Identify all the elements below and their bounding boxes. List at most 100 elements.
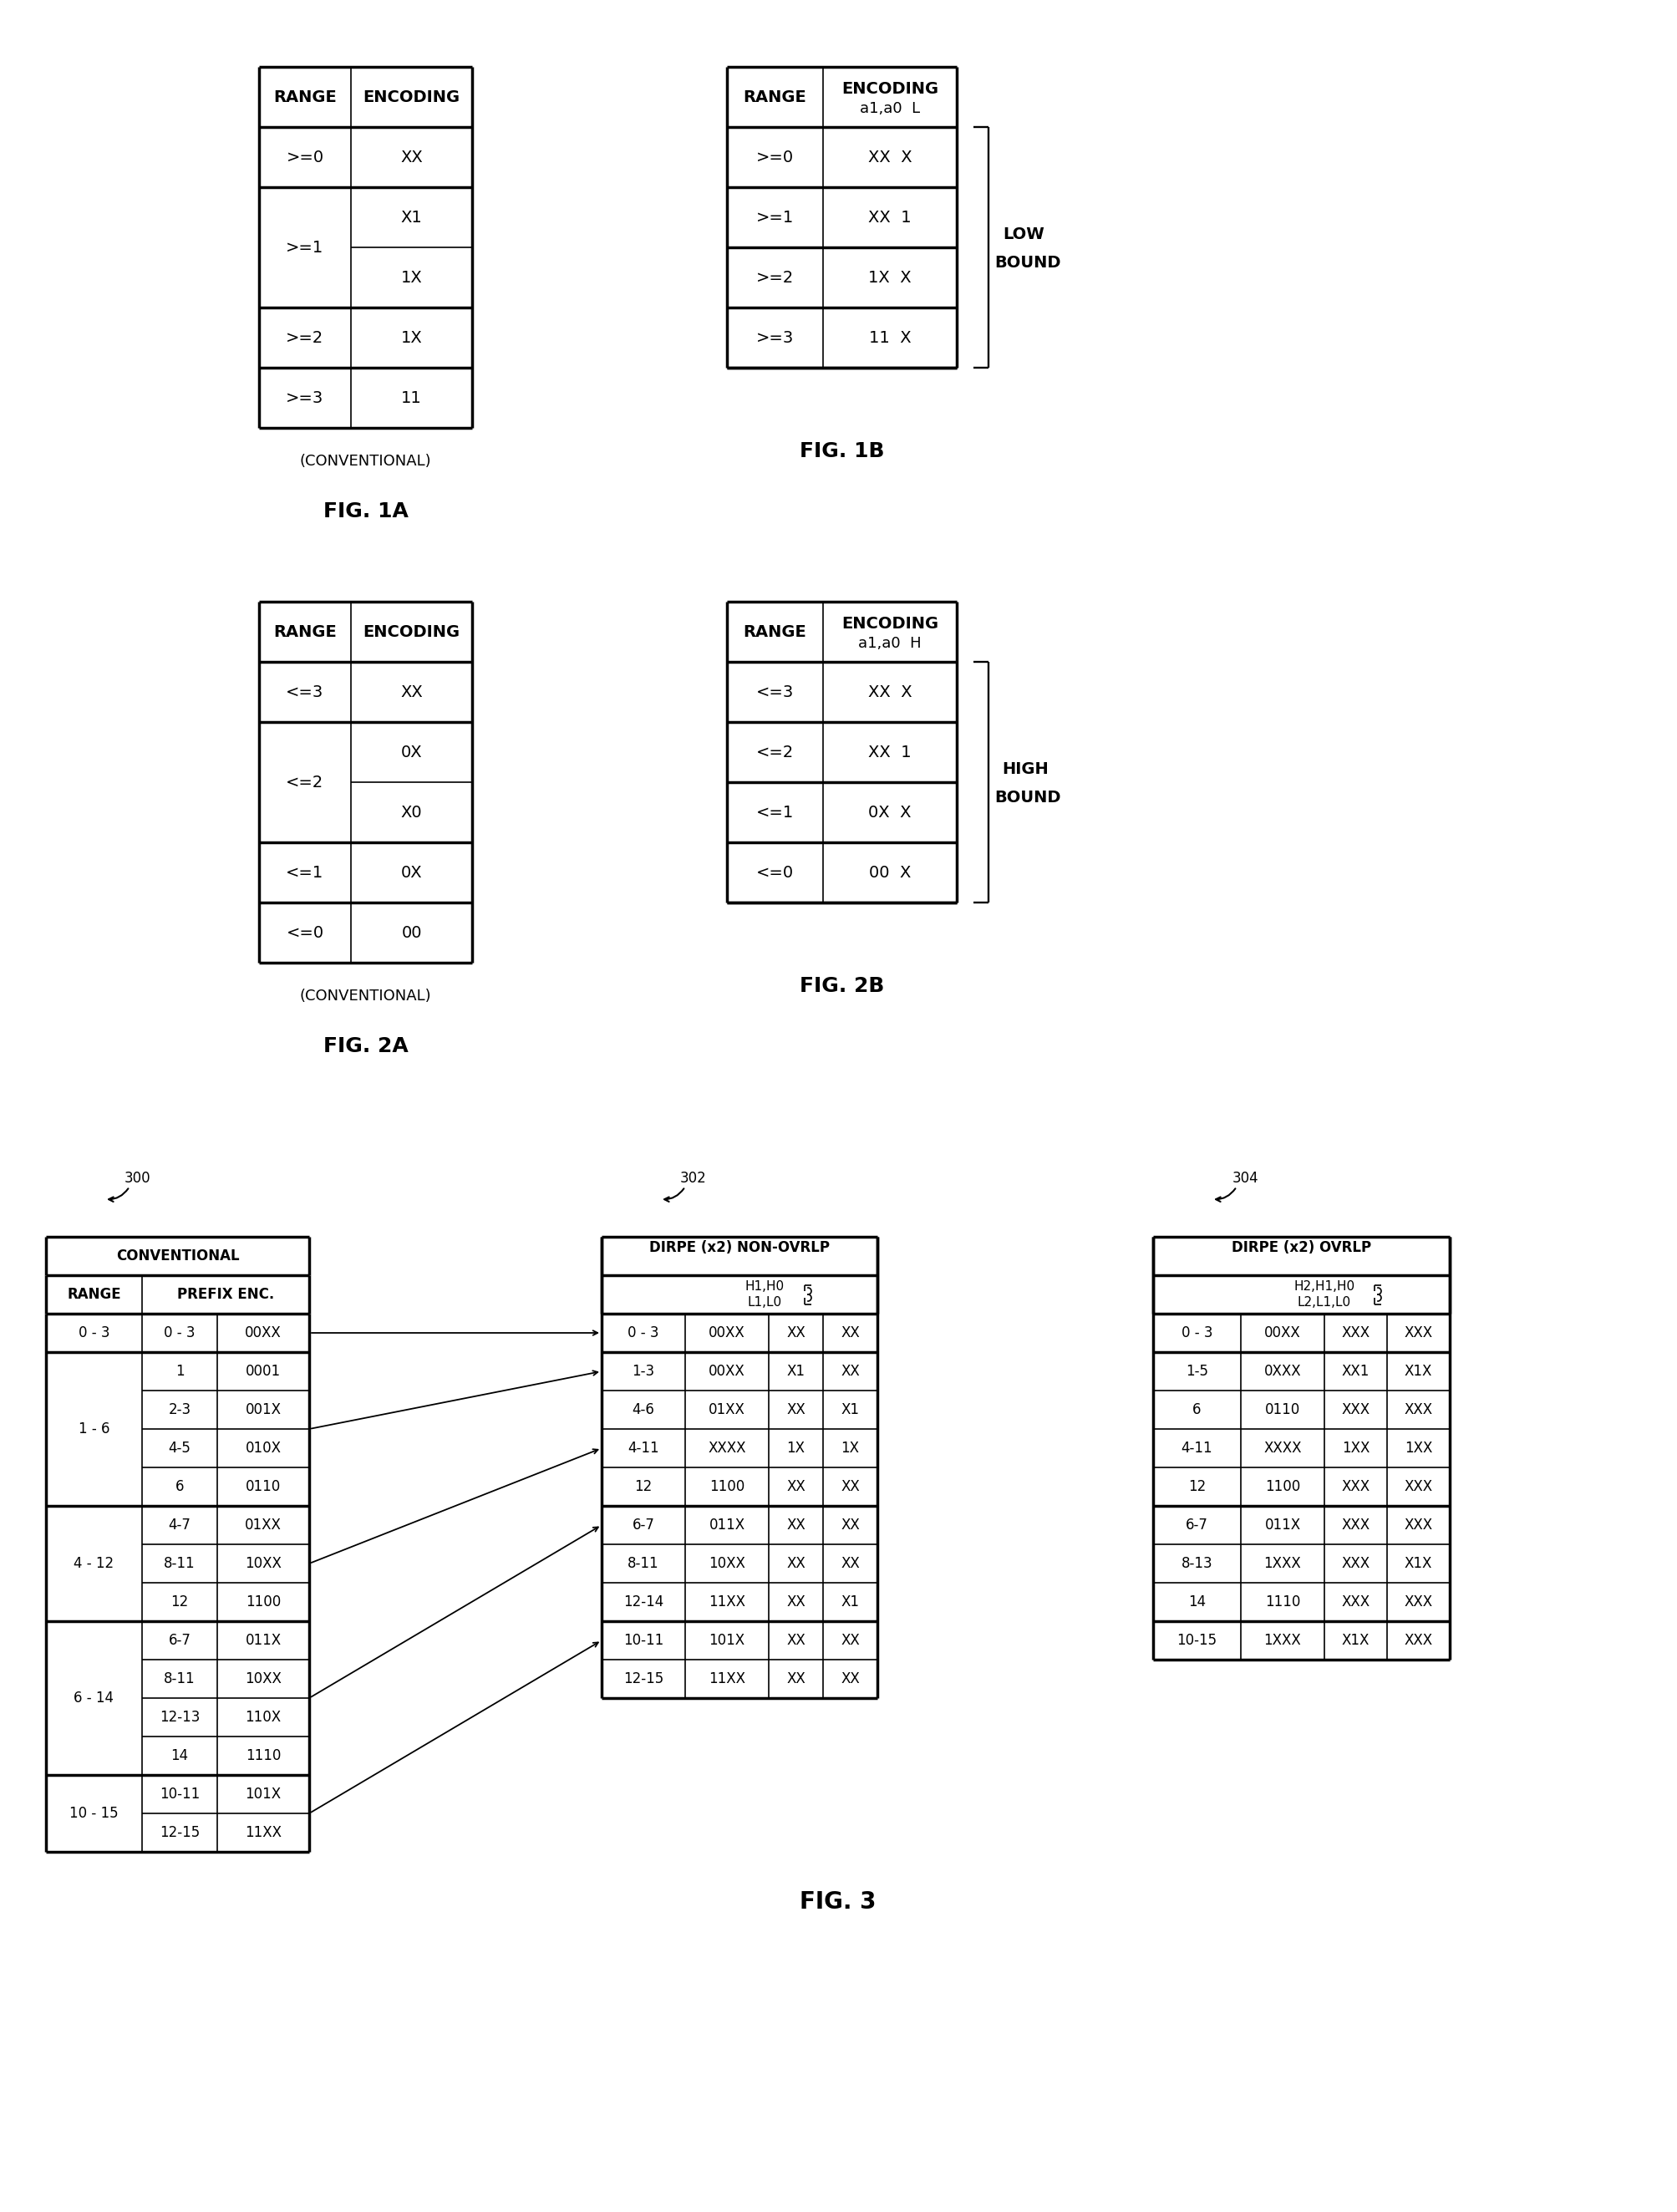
Text: <=1: <=1: [756, 805, 793, 821]
Text: L2,L1,L0: L2,L1,L0: [1298, 1296, 1352, 1307]
Text: 00XX: 00XX: [1264, 1325, 1301, 1340]
Text: HIGH: HIGH: [1001, 761, 1048, 779]
Text: XX  1: XX 1: [869, 210, 912, 226]
Text: 12-14: 12-14: [624, 1595, 664, 1610]
Text: 1X: 1X: [840, 1440, 859, 1455]
Text: XX: XX: [840, 1517, 860, 1533]
Text: XX: XX: [787, 1517, 805, 1533]
Text: >=0: >=0: [756, 148, 793, 166]
Text: XXX: XXX: [1342, 1517, 1370, 1533]
Text: X1: X1: [840, 1595, 859, 1610]
Text: 12-13: 12-13: [159, 1710, 200, 1725]
Text: 1XXX: 1XXX: [1264, 1555, 1301, 1571]
Text: 10 - 15: 10 - 15: [69, 1805, 119, 1820]
Text: 1 - 6: 1 - 6: [79, 1422, 109, 1436]
Text: 0X  X: 0X X: [869, 805, 911, 821]
Text: XX: XX: [840, 1365, 860, 1378]
Text: 1100: 1100: [245, 1595, 280, 1610]
Text: 10XX: 10XX: [709, 1555, 745, 1571]
Text: 8-11: 8-11: [627, 1555, 659, 1571]
Text: 1-5: 1-5: [1186, 1365, 1207, 1378]
Text: >=2: >=2: [756, 270, 793, 285]
Text: XX: XX: [401, 684, 423, 699]
Text: 12-15: 12-15: [624, 1672, 664, 1686]
Text: 10XX: 10XX: [245, 1555, 282, 1571]
Text: L1,L0: L1,L0: [748, 1296, 781, 1307]
Text: H1,H0: H1,H0: [745, 1281, 785, 1294]
Text: XX: XX: [787, 1555, 805, 1571]
Text: 00  X: 00 X: [869, 865, 911, 880]
Text: 10-15: 10-15: [1177, 1632, 1218, 1648]
Text: XX: XX: [787, 1480, 805, 1493]
Text: 300: 300: [124, 1170, 151, 1186]
Text: 10XX: 10XX: [245, 1672, 282, 1686]
Text: 0 - 3: 0 - 3: [164, 1325, 195, 1340]
Text: CONVENTIONAL: CONVENTIONAL: [116, 1248, 240, 1263]
Text: 1X  X: 1X X: [869, 270, 912, 285]
Text: ENCODING: ENCODING: [362, 624, 459, 639]
Text: 0110: 0110: [245, 1480, 280, 1493]
Text: XXX: XXX: [1404, 1632, 1432, 1648]
Text: XXXX: XXXX: [1263, 1440, 1301, 1455]
Text: 12: 12: [171, 1595, 188, 1610]
Text: XXX: XXX: [1404, 1595, 1432, 1610]
Text: PREFIX ENC.: PREFIX ENC.: [178, 1287, 273, 1303]
Text: <=3: <=3: [756, 684, 793, 699]
Text: XX: XX: [787, 1325, 805, 1340]
Text: X1: X1: [840, 1402, 859, 1418]
Text: X1: X1: [787, 1365, 805, 1378]
Text: XX: XX: [840, 1555, 860, 1571]
Text: RANGE: RANGE: [67, 1287, 121, 1303]
Text: 12: 12: [1187, 1480, 1206, 1493]
Text: 011X: 011X: [1264, 1517, 1301, 1533]
Text: <=2: <=2: [287, 774, 324, 790]
Text: XX: XX: [840, 1632, 860, 1648]
Text: X1: X1: [401, 210, 423, 226]
Text: 1X: 1X: [401, 270, 423, 285]
Text: 011X: 011X: [709, 1517, 745, 1533]
Text: 00XX: 00XX: [709, 1325, 745, 1340]
Text: FIG. 1B: FIG. 1B: [800, 440, 884, 462]
Text: 0X: 0X: [401, 865, 423, 880]
Text: XX1: XX1: [1342, 1365, 1370, 1378]
Text: XXX: XXX: [1404, 1480, 1432, 1493]
Text: 1XX: 1XX: [1342, 1440, 1370, 1455]
Text: 01XX: 01XX: [709, 1402, 745, 1418]
Text: ENCODING: ENCODING: [842, 615, 939, 630]
Text: 2-3: 2-3: [168, 1402, 191, 1418]
Text: 1110: 1110: [1264, 1595, 1300, 1610]
Text: 0X: 0X: [401, 743, 423, 761]
Text: XXX: XXX: [1404, 1325, 1432, 1340]
Text: FIG. 3: FIG. 3: [800, 1891, 877, 1913]
Text: 4-11: 4-11: [627, 1440, 659, 1455]
Text: 1: 1: [174, 1365, 184, 1378]
Text: 0001: 0001: [245, 1365, 280, 1378]
Text: 6-7: 6-7: [168, 1632, 191, 1648]
Text: RANGE: RANGE: [743, 624, 807, 639]
Text: 001X: 001X: [245, 1402, 282, 1418]
Text: FIG. 1A: FIG. 1A: [324, 502, 408, 522]
Text: RANGE: RANGE: [273, 624, 337, 639]
Text: (CONVENTIONAL): (CONVENTIONAL): [300, 989, 431, 1004]
Text: (CONVENTIONAL): (CONVENTIONAL): [300, 453, 431, 469]
Text: >=1: >=1: [756, 210, 793, 226]
Text: >=0: >=0: [287, 148, 324, 166]
Text: XX: XX: [787, 1672, 805, 1686]
Text: 0 - 3: 0 - 3: [1181, 1325, 1212, 1340]
Text: XX: XX: [787, 1402, 805, 1418]
Text: 01XX: 01XX: [245, 1517, 282, 1533]
Text: 4 - 12: 4 - 12: [74, 1555, 114, 1571]
Text: 1100: 1100: [709, 1480, 745, 1493]
Text: XXXX: XXXX: [708, 1440, 746, 1455]
Text: a1,a0  L: a1,a0 L: [860, 102, 921, 117]
Text: >=2: >=2: [287, 330, 324, 345]
Text: 10-11: 10-11: [159, 1787, 200, 1803]
Text: 0 - 3: 0 - 3: [627, 1325, 659, 1340]
Text: <=1: <=1: [287, 865, 324, 880]
Text: DIRPE (x2) NON-OVRLP: DIRPE (x2) NON-OVRLP: [649, 1241, 830, 1254]
Text: 1110: 1110: [245, 1747, 282, 1763]
Text: 110X: 110X: [245, 1710, 282, 1725]
Text: 11XX: 11XX: [245, 1825, 282, 1840]
Text: X1X: X1X: [1342, 1632, 1370, 1648]
Text: 10-11: 10-11: [624, 1632, 664, 1648]
